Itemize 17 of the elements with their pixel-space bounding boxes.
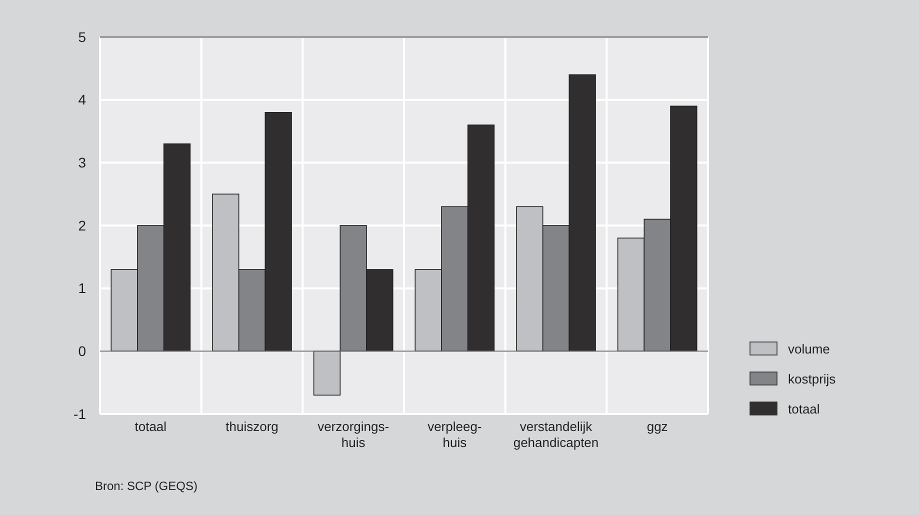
- y-tick-label: 4: [78, 92, 86, 108]
- x-tick-label: totaal: [134, 419, 167, 434]
- x-tick-label: verzorgings- huis: [318, 419, 390, 450]
- legend-label: volume: [788, 342, 830, 357]
- x-tick-label: thuiszorg: [226, 419, 278, 434]
- y-tick-label: 2: [78, 217, 86, 234]
- y-tick-label: 0: [78, 343, 86, 360]
- x-tick-label: verpleeg- huis: [428, 419, 482, 450]
- x-tick-label: verstandelijk gehandicapten: [513, 419, 599, 450]
- y-tick-label: 3: [78, 154, 86, 171]
- text: Bron: SCP (GEQS): [95, 479, 198, 493]
- y-tick-label: 5: [78, 28, 86, 45]
- legend-label: kostprijs: [788, 372, 836, 387]
- y-tick-label: -1: [74, 406, 86, 422]
- y-tick-label: 1: [78, 280, 86, 296]
- x-tick-label: ggz: [646, 419, 668, 434]
- legend-label: totaal: [788, 402, 820, 417]
